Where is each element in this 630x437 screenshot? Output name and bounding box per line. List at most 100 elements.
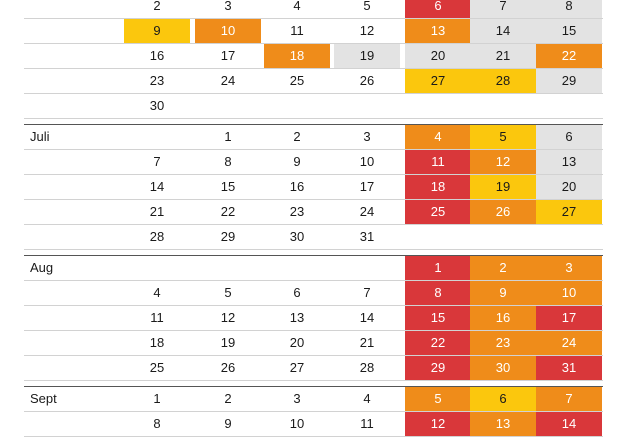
day-cell: 12 (359, 23, 375, 38)
day-cell: 23 (149, 73, 165, 88)
week-row: 9 10 11 12 13 14 15 (0, 19, 630, 44)
day-cell: 27 (405, 69, 471, 93)
day-cell: 6 (293, 285, 301, 300)
day-cell: 4 (153, 285, 161, 300)
day-cell: 24 (536, 331, 602, 355)
day-cell: 22 (405, 331, 471, 355)
month-label: Sept (30, 391, 57, 406)
day-cell: 14 (359, 310, 375, 325)
day-cell: 24 (220, 73, 236, 88)
day-cell: 3 (536, 256, 602, 280)
day-cell: 29 (405, 356, 471, 380)
day-cell: 18 (149, 335, 165, 350)
day-cell: 6 (405, 0, 471, 18)
day-cell: 25 (149, 360, 165, 375)
week-row: 16 17 18 19 20 21 22 (0, 44, 630, 69)
day-cell: 1 (153, 391, 161, 406)
day-cell: 9 (124, 19, 190, 43)
day-cell: 11 (360, 416, 374, 431)
day-cell: 11 (290, 23, 304, 38)
day-cell: 5 (363, 0, 371, 13)
week-row: Sept 1 2 3 4 5 6 7 (0, 387, 630, 412)
week-row: 11 12 13 14 15 16 17 (0, 306, 630, 331)
day-cell: 15 (536, 19, 602, 43)
day-cell: 6 (536, 125, 602, 149)
day-cell: 7 (470, 0, 536, 18)
day-cell: 14 (149, 179, 165, 194)
day-cell: 21 (359, 335, 375, 350)
day-cell: 9 (224, 416, 232, 431)
day-cell: 27 (536, 200, 602, 224)
day-cell: 22 (220, 204, 236, 219)
day-cell: 16 (149, 48, 165, 63)
day-cell: 7 (363, 285, 371, 300)
day-cell: 18 (405, 175, 471, 199)
day-cell: 7 (153, 154, 161, 169)
day-cell: 28 (359, 360, 375, 375)
week-row: 14 15 16 17 18 19 20 (0, 175, 630, 200)
day-cell: 26 (470, 200, 536, 224)
day-cell: 3 (224, 0, 232, 13)
day-cell: 4 (293, 0, 301, 13)
day-cell: 3 (293, 391, 301, 406)
day-cell: 16 (289, 179, 305, 194)
day-cell: 12 (220, 310, 236, 325)
day-cell: 19 (470, 175, 536, 199)
day-cell: 20 (289, 335, 305, 350)
day-cell: 19 (220, 335, 236, 350)
day-cell: 2 (470, 256, 536, 280)
day-cell: 10 (195, 19, 261, 43)
day-cell: 3 (363, 129, 371, 144)
day-cell: 9 (470, 281, 536, 305)
week-row: 23 24 25 26 27 28 29 (0, 69, 630, 94)
day-cell: 13 (289, 310, 305, 325)
week-row: 28 29 30 31 (0, 225, 630, 250)
day-cell: 5 (470, 125, 536, 149)
day-cell: 9 (293, 154, 301, 169)
day-cell: 30 (289, 229, 305, 244)
day-cell: 29 (536, 69, 602, 93)
day-cell: 8 (153, 416, 161, 431)
day-cell: 31 (536, 356, 602, 380)
month-separator (24, 255, 603, 256)
day-cell: 14 (536, 412, 602, 436)
day-cell: 18 (264, 44, 330, 68)
day-cell: 30 (149, 98, 165, 113)
week-row: Juli 1 2 3 4 5 6 (0, 125, 630, 150)
day-cell: 16 (470, 306, 536, 330)
day-cell: 13 (405, 19, 471, 43)
day-cell: 21 (470, 44, 536, 68)
month-label: Aug (30, 260, 54, 275)
week-row: 21 22 23 24 25 26 27 (0, 200, 630, 225)
week-row: 8 9 10 11 12 13 14 (0, 412, 630, 437)
week-row: 4 5 6 7 8 9 10 (0, 281, 630, 306)
day-cell: 2 (153, 0, 161, 13)
day-cell: 5 (224, 285, 232, 300)
month-separator (24, 124, 603, 125)
day-cell: 28 (149, 229, 165, 244)
week-row: 18 19 20 21 22 23 24 (0, 331, 630, 356)
day-cell: 17 (220, 48, 236, 63)
day-cell: 7 (536, 387, 602, 411)
day-cell: 13 (536, 150, 602, 174)
day-cell: 21 (149, 204, 165, 219)
week-row: 25 26 27 28 29 30 31 (0, 356, 630, 381)
day-cell: 11 (405, 150, 471, 174)
day-cell: 14 (470, 19, 536, 43)
day-cell: 24 (359, 204, 375, 219)
day-cell: 10 (289, 416, 305, 431)
day-cell: 17 (359, 179, 375, 194)
day-cell: 15 (220, 179, 236, 194)
day-cell: 10 (536, 281, 602, 305)
day-cell: 8 (405, 281, 471, 305)
day-cell: 30 (470, 356, 536, 380)
day-cell: 6 (470, 387, 536, 411)
week-row: 30 (0, 94, 630, 119)
day-cell: 13 (470, 412, 536, 436)
day-cell: 20 (536, 175, 602, 199)
day-cell: 31 (359, 229, 375, 244)
day-cell: 5 (405, 387, 471, 411)
day-cell: 2 (224, 391, 232, 406)
day-cell: 17 (536, 306, 602, 330)
